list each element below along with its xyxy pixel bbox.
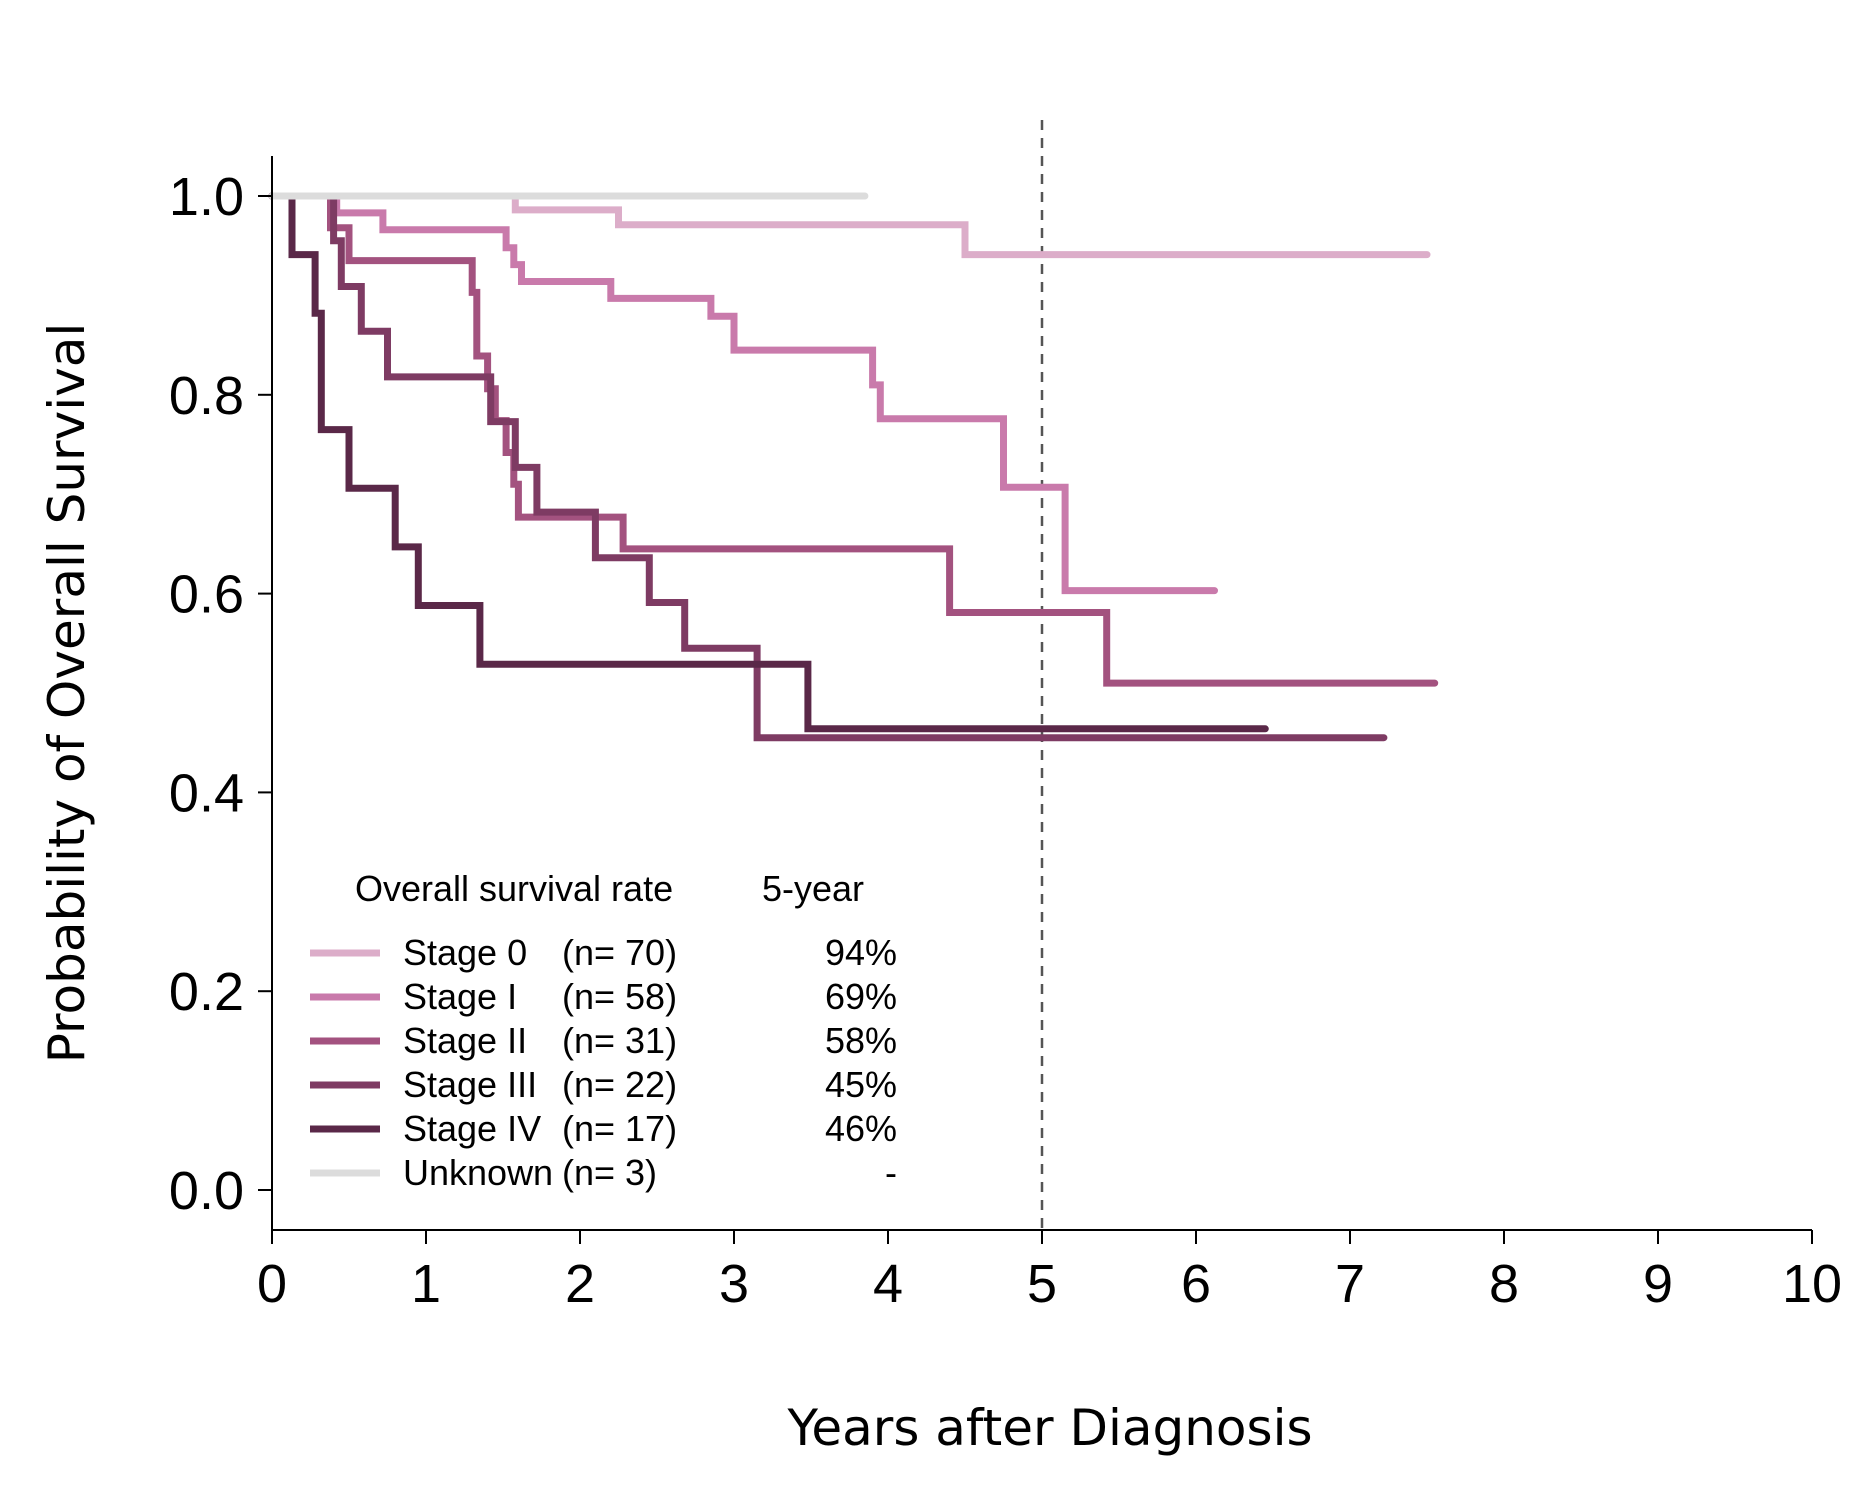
legend-label-stage4: Stage IV bbox=[403, 1108, 541, 1149]
legend-n-unknown: (n= 3) bbox=[562, 1152, 657, 1193]
legend-n-stage3: (n= 22) bbox=[562, 1064, 677, 1105]
legend-rate-stage0: 94% bbox=[825, 932, 897, 973]
x-tick-label: 6 bbox=[1181, 1254, 1211, 1314]
x-tick-label: 7 bbox=[1335, 1254, 1365, 1314]
series-line-stage4 bbox=[268, 192, 1269, 733]
legend-rate-stage4: 46% bbox=[825, 1108, 897, 1149]
tick-group: 0.0 0.2 0.4 0.6 0.8 1.0 0 1 2 3 4 5 6 7 8 9 10 bbox=[169, 167, 1842, 1314]
legend-rate-unknown: - bbox=[885, 1152, 897, 1193]
legend-label-unknown: Unknown bbox=[403, 1152, 553, 1193]
legend-label-stage3: Stage III bbox=[403, 1064, 537, 1105]
legend-label-stage1: Stage I bbox=[403, 976, 517, 1017]
x-tick-label: 4 bbox=[873, 1254, 903, 1314]
y-tick-label: 0.2 bbox=[169, 962, 244, 1022]
series-line-stage1 bbox=[268, 192, 1218, 595]
x-tick-label: 2 bbox=[565, 1254, 595, 1314]
legend-n-stage1: (n= 58) bbox=[562, 976, 677, 1017]
y-tick-label: 0.4 bbox=[169, 763, 244, 823]
y-tick-label: 0.8 bbox=[169, 366, 244, 426]
x-tick-label: 5 bbox=[1027, 1254, 1057, 1314]
x-axis-title: Years after Diagnosis bbox=[786, 1399, 1312, 1457]
series-line-stage0 bbox=[268, 192, 1431, 259]
x-tick-label: 8 bbox=[1489, 1254, 1519, 1314]
x-tick-label: 0 bbox=[257, 1254, 287, 1314]
x-tick-label: 9 bbox=[1643, 1254, 1673, 1314]
legend-header-label: Overall survival rate bbox=[355, 868, 673, 909]
legend-n-stage2: (n= 31) bbox=[562, 1020, 677, 1061]
y-axis-title: Probability of Overall Survival bbox=[38, 323, 96, 1063]
legend: Overall survival rate 5-year Stage 0 (n= … bbox=[310, 868, 897, 1193]
legend-rate-stage3: 45% bbox=[825, 1064, 897, 1105]
legend-label-stage0: Stage 0 bbox=[403, 932, 527, 973]
series-line-stage2 bbox=[268, 192, 1439, 687]
series-line-stage3 bbox=[268, 192, 1388, 742]
y-tick-label: 1.0 bbox=[169, 167, 244, 227]
x-tick-label: 3 bbox=[719, 1254, 749, 1314]
series-group bbox=[268, 192, 1439, 742]
legend-n-stage0: (n= 70) bbox=[562, 932, 677, 973]
legend-rate-stage2: 58% bbox=[825, 1020, 897, 1061]
y-tick-label: 0.0 bbox=[169, 1161, 244, 1221]
y-tick-label: 0.6 bbox=[169, 565, 244, 625]
legend-label-stage2: Stage II bbox=[403, 1020, 527, 1061]
legend-n-stage4: (n= 17) bbox=[562, 1108, 677, 1149]
legend-rate-stage1: 69% bbox=[825, 976, 897, 1017]
x-tick-label: 10 bbox=[1782, 1254, 1842, 1314]
legend-header-value: 5-year bbox=[762, 868, 864, 909]
x-tick-label: 1 bbox=[411, 1254, 441, 1314]
